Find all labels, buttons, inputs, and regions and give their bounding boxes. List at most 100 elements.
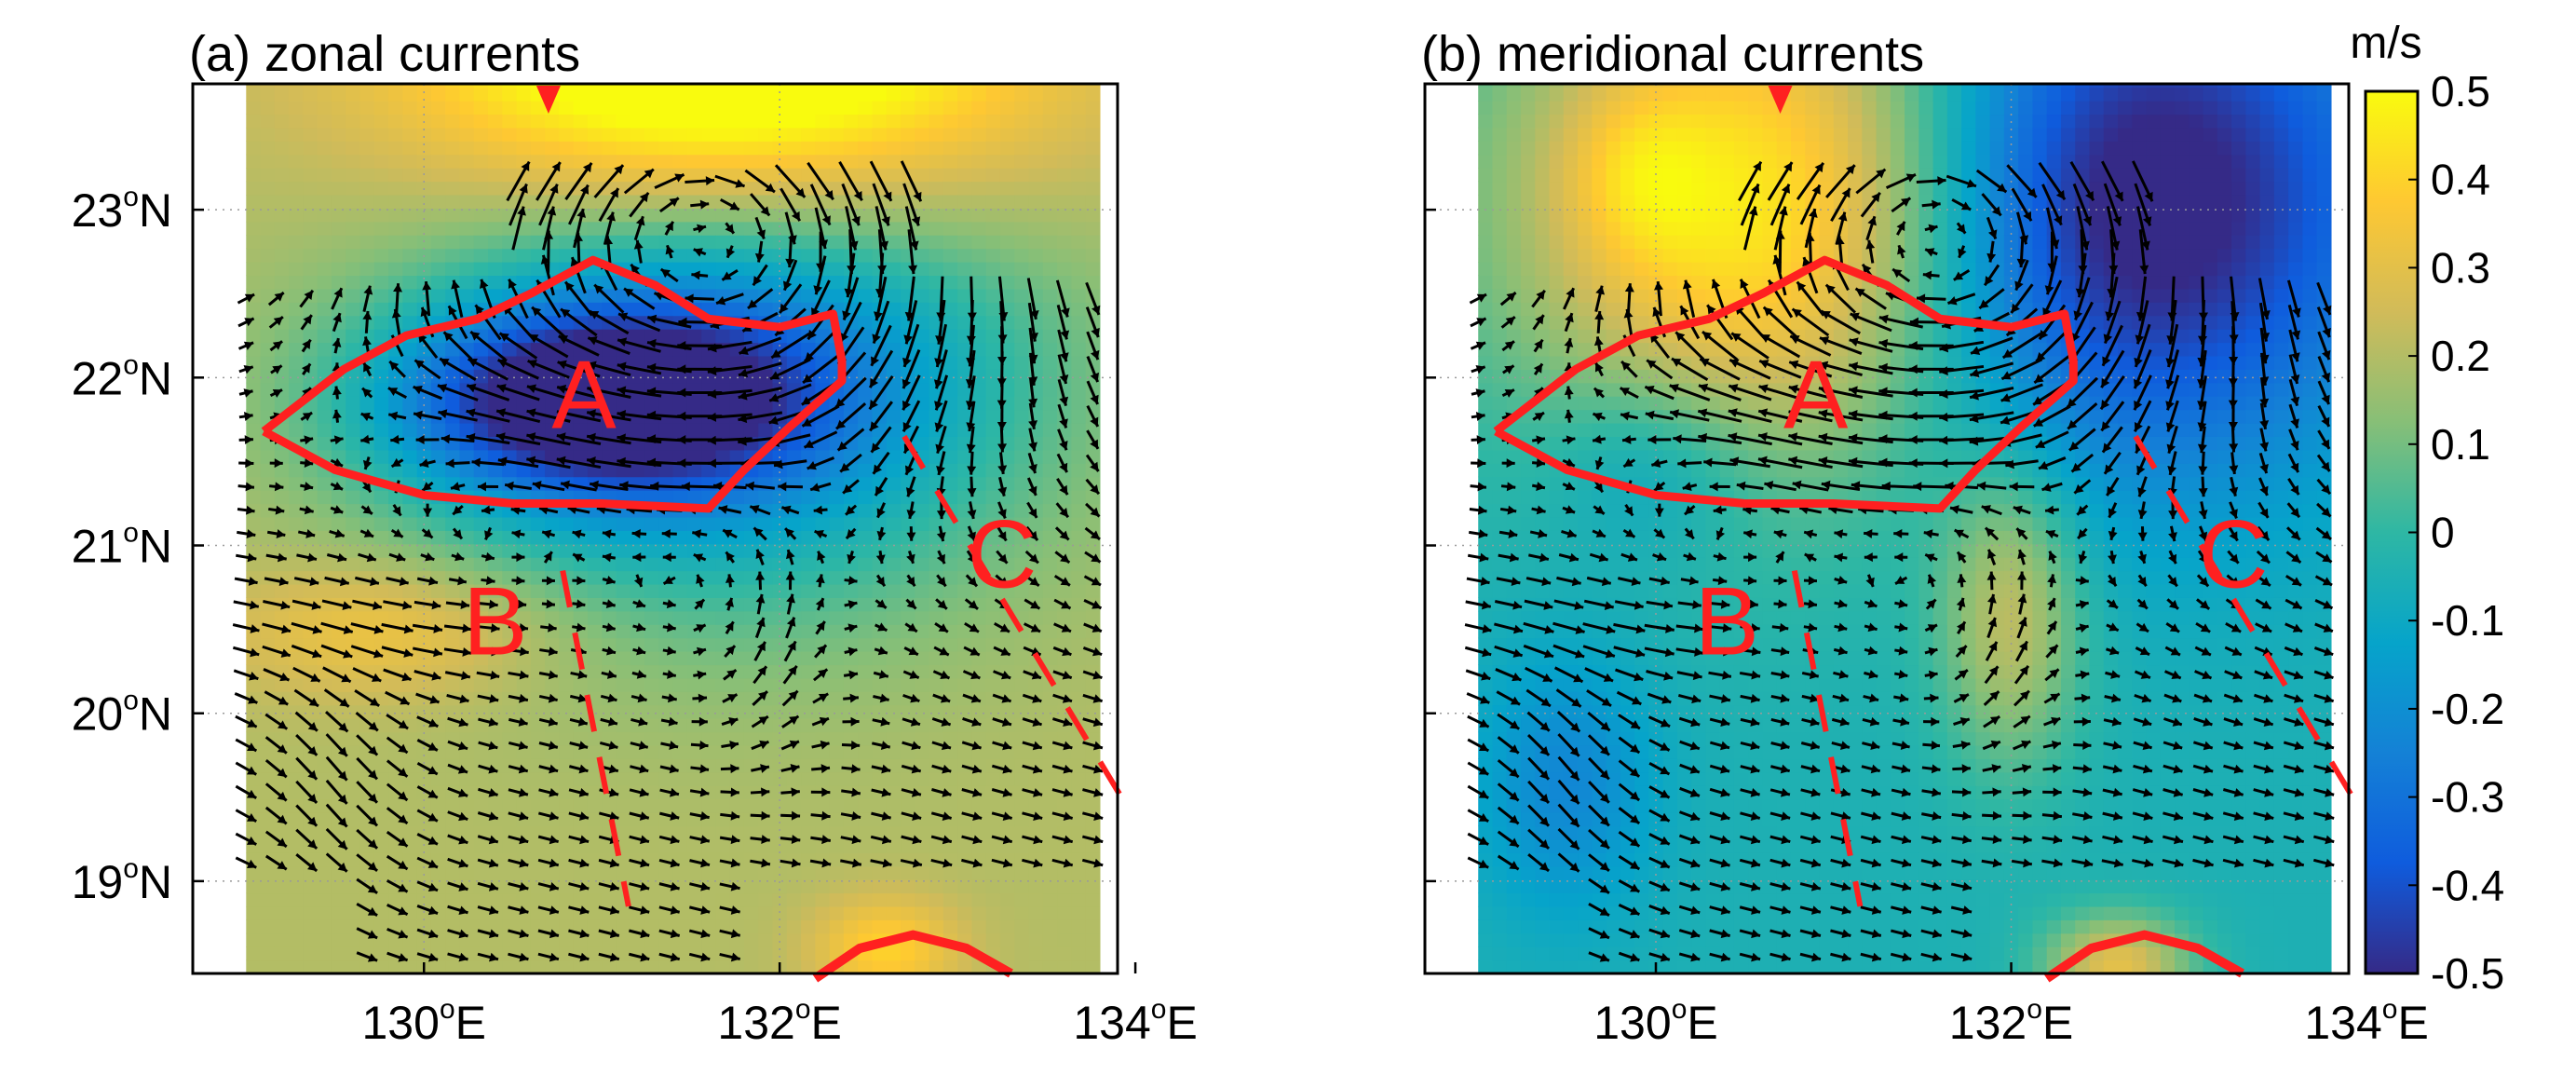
heatmap-cell (487, 825, 503, 840)
heatmap-cell (373, 610, 389, 625)
heatmap-cell (346, 396, 361, 411)
heatmap-cell (686, 141, 702, 156)
heatmap-cell (1071, 490, 1087, 505)
heatmap-cell (715, 879, 731, 894)
heatmap-cell (388, 221, 403, 236)
heatmap-cell (686, 275, 702, 290)
heatmap-cell (999, 84, 1015, 88)
heatmap-cell (402, 530, 418, 545)
heatmap-cell (1014, 302, 1030, 317)
heatmap-cell (901, 905, 915, 920)
heatmap-cell (573, 422, 589, 437)
heatmap-cell (445, 181, 461, 196)
heatmap-cell (1042, 101, 1058, 116)
heatmap-cell (843, 516, 859, 531)
heatmap-cell (1014, 932, 1030, 947)
heatmap-cell (985, 248, 1001, 263)
heatmap-cell (1014, 369, 1030, 384)
heatmap-cell (658, 892, 674, 907)
heatmap-cell (1042, 355, 1058, 370)
heatmap-cell (402, 583, 418, 598)
heatmap-cell (445, 637, 461, 652)
heatmap-cell (346, 369, 361, 384)
heatmap-cell (886, 302, 902, 317)
heatmap-cell (644, 127, 659, 142)
heatmap-cell (502, 516, 518, 531)
heatmap-cell (743, 946, 759, 961)
heatmap-cell (587, 570, 603, 585)
heatmap-cell (801, 543, 816, 558)
heatmap-cell (445, 262, 461, 277)
heatmap-cell (985, 449, 1001, 464)
heatmap-cell (942, 275, 958, 290)
heatmap-cell (260, 852, 276, 867)
heatmap-cell (915, 181, 930, 196)
heatmap-cell (587, 315, 603, 330)
heatmap-cell (1071, 84, 1087, 88)
heatmap-cell (1085, 235, 1101, 250)
heatmap-cell (587, 798, 603, 813)
heatmap-cell (886, 288, 902, 303)
heatmap-cell (957, 101, 973, 116)
heatmap-cell (743, 87, 759, 102)
heatmap-cell (487, 101, 503, 116)
heatmap-cell (303, 194, 319, 209)
heatmap-cell (686, 87, 702, 102)
heatmap-cell (644, 731, 659, 746)
heatmap-cell (473, 865, 489, 880)
heatmap-cell (416, 838, 432, 853)
heatmap-cell (289, 503, 304, 518)
heatmap-cell (1057, 919, 1072, 934)
heatmap-cell (487, 208, 503, 223)
heatmap-cell (758, 771, 774, 786)
heatmap-cell (388, 275, 403, 290)
heatmap-cell (373, 503, 389, 518)
heatmap-cell (616, 919, 631, 934)
heatmap-cell (672, 557, 688, 572)
heatmap-cell (686, 516, 702, 531)
heatmap-cell (331, 194, 346, 209)
heatmap-cell (587, 530, 603, 545)
heatmap-cell (317, 651, 332, 666)
heatmap-cell (317, 288, 332, 303)
heatmap-cell (246, 771, 262, 786)
heatmap-cell (1085, 932, 1101, 947)
heatmap-cell (346, 798, 361, 813)
heatmap-cell (1085, 168, 1101, 183)
heatmap-cell (942, 235, 958, 250)
heatmap-cell (274, 838, 290, 853)
heatmap-cell (672, 610, 688, 625)
heatmap-cell (303, 114, 319, 129)
heatmap-cell (1478, 302, 1494, 317)
heatmap-cell (445, 154, 461, 169)
heatmap-cell (502, 959, 518, 973)
heatmap-cell (786, 168, 802, 183)
heatmap-cell (672, 959, 688, 973)
heatmap-cell (985, 168, 1001, 183)
heatmap-cell (274, 731, 290, 746)
heatmap-cell (502, 101, 518, 116)
heatmap-cell (658, 838, 674, 853)
heatmap-cell (1071, 168, 1087, 183)
heatmap-cell (672, 597, 688, 612)
heatmap-cell (445, 248, 461, 263)
heatmap-cell (303, 583, 319, 598)
heatmap-cell (289, 812, 304, 827)
heatmap-cell (815, 557, 831, 572)
heatmap-cell (858, 597, 874, 612)
heatmap-cell (829, 288, 845, 303)
heatmap-cell (616, 141, 631, 156)
heatmap-cell (858, 409, 874, 424)
heatmap-cell (672, 664, 688, 679)
heatmap-cell (701, 744, 717, 759)
heatmap-cell (331, 892, 346, 907)
heatmap-cell (858, 852, 874, 867)
heatmap-cell (929, 583, 944, 598)
heatmap-cell (715, 355, 731, 370)
heatmap-cell (289, 127, 304, 142)
heatmap-cell (1071, 302, 1087, 317)
heatmap-cell (246, 637, 262, 652)
heatmap-cell (1085, 87, 1101, 102)
heatmap-cell (331, 798, 346, 813)
heatmap-cell (317, 852, 332, 867)
